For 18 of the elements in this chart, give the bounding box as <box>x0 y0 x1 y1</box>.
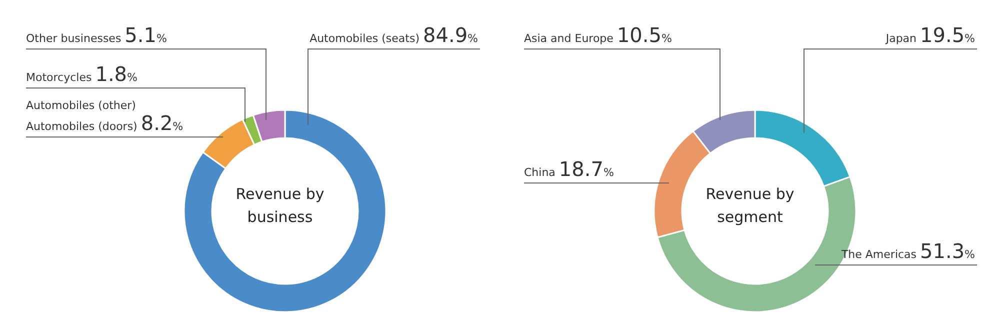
slice-label: Automobiles (other) Automobiles (doors) <box>26 99 141 133</box>
donut-slice <box>183 109 387 313</box>
slice-label: China <box>524 166 559 179</box>
data-label: 18.7% <box>558 157 614 181</box>
slice-label: Asia and Europe <box>524 32 617 45</box>
slice-label: Motorcycles <box>26 71 96 84</box>
slice-label: Other businesses <box>26 32 125 45</box>
data-label: 8.2% <box>140 111 184 135</box>
data-label: 84.9% <box>423 23 478 47</box>
data-label: 5.1% <box>124 23 167 47</box>
data-label: 10.5% <box>616 23 672 47</box>
data-label: 1.8% <box>95 62 138 86</box>
data-label: 19.5% <box>920 23 975 47</box>
text: Revenue by business <box>234 184 326 228</box>
data-label: 51.3% <box>920 239 975 263</box>
slice-label: Automobiles (seats) <box>310 32 424 45</box>
slice-label: Japan <box>884 32 920 45</box>
text: Revenue by segment <box>704 184 796 228</box>
